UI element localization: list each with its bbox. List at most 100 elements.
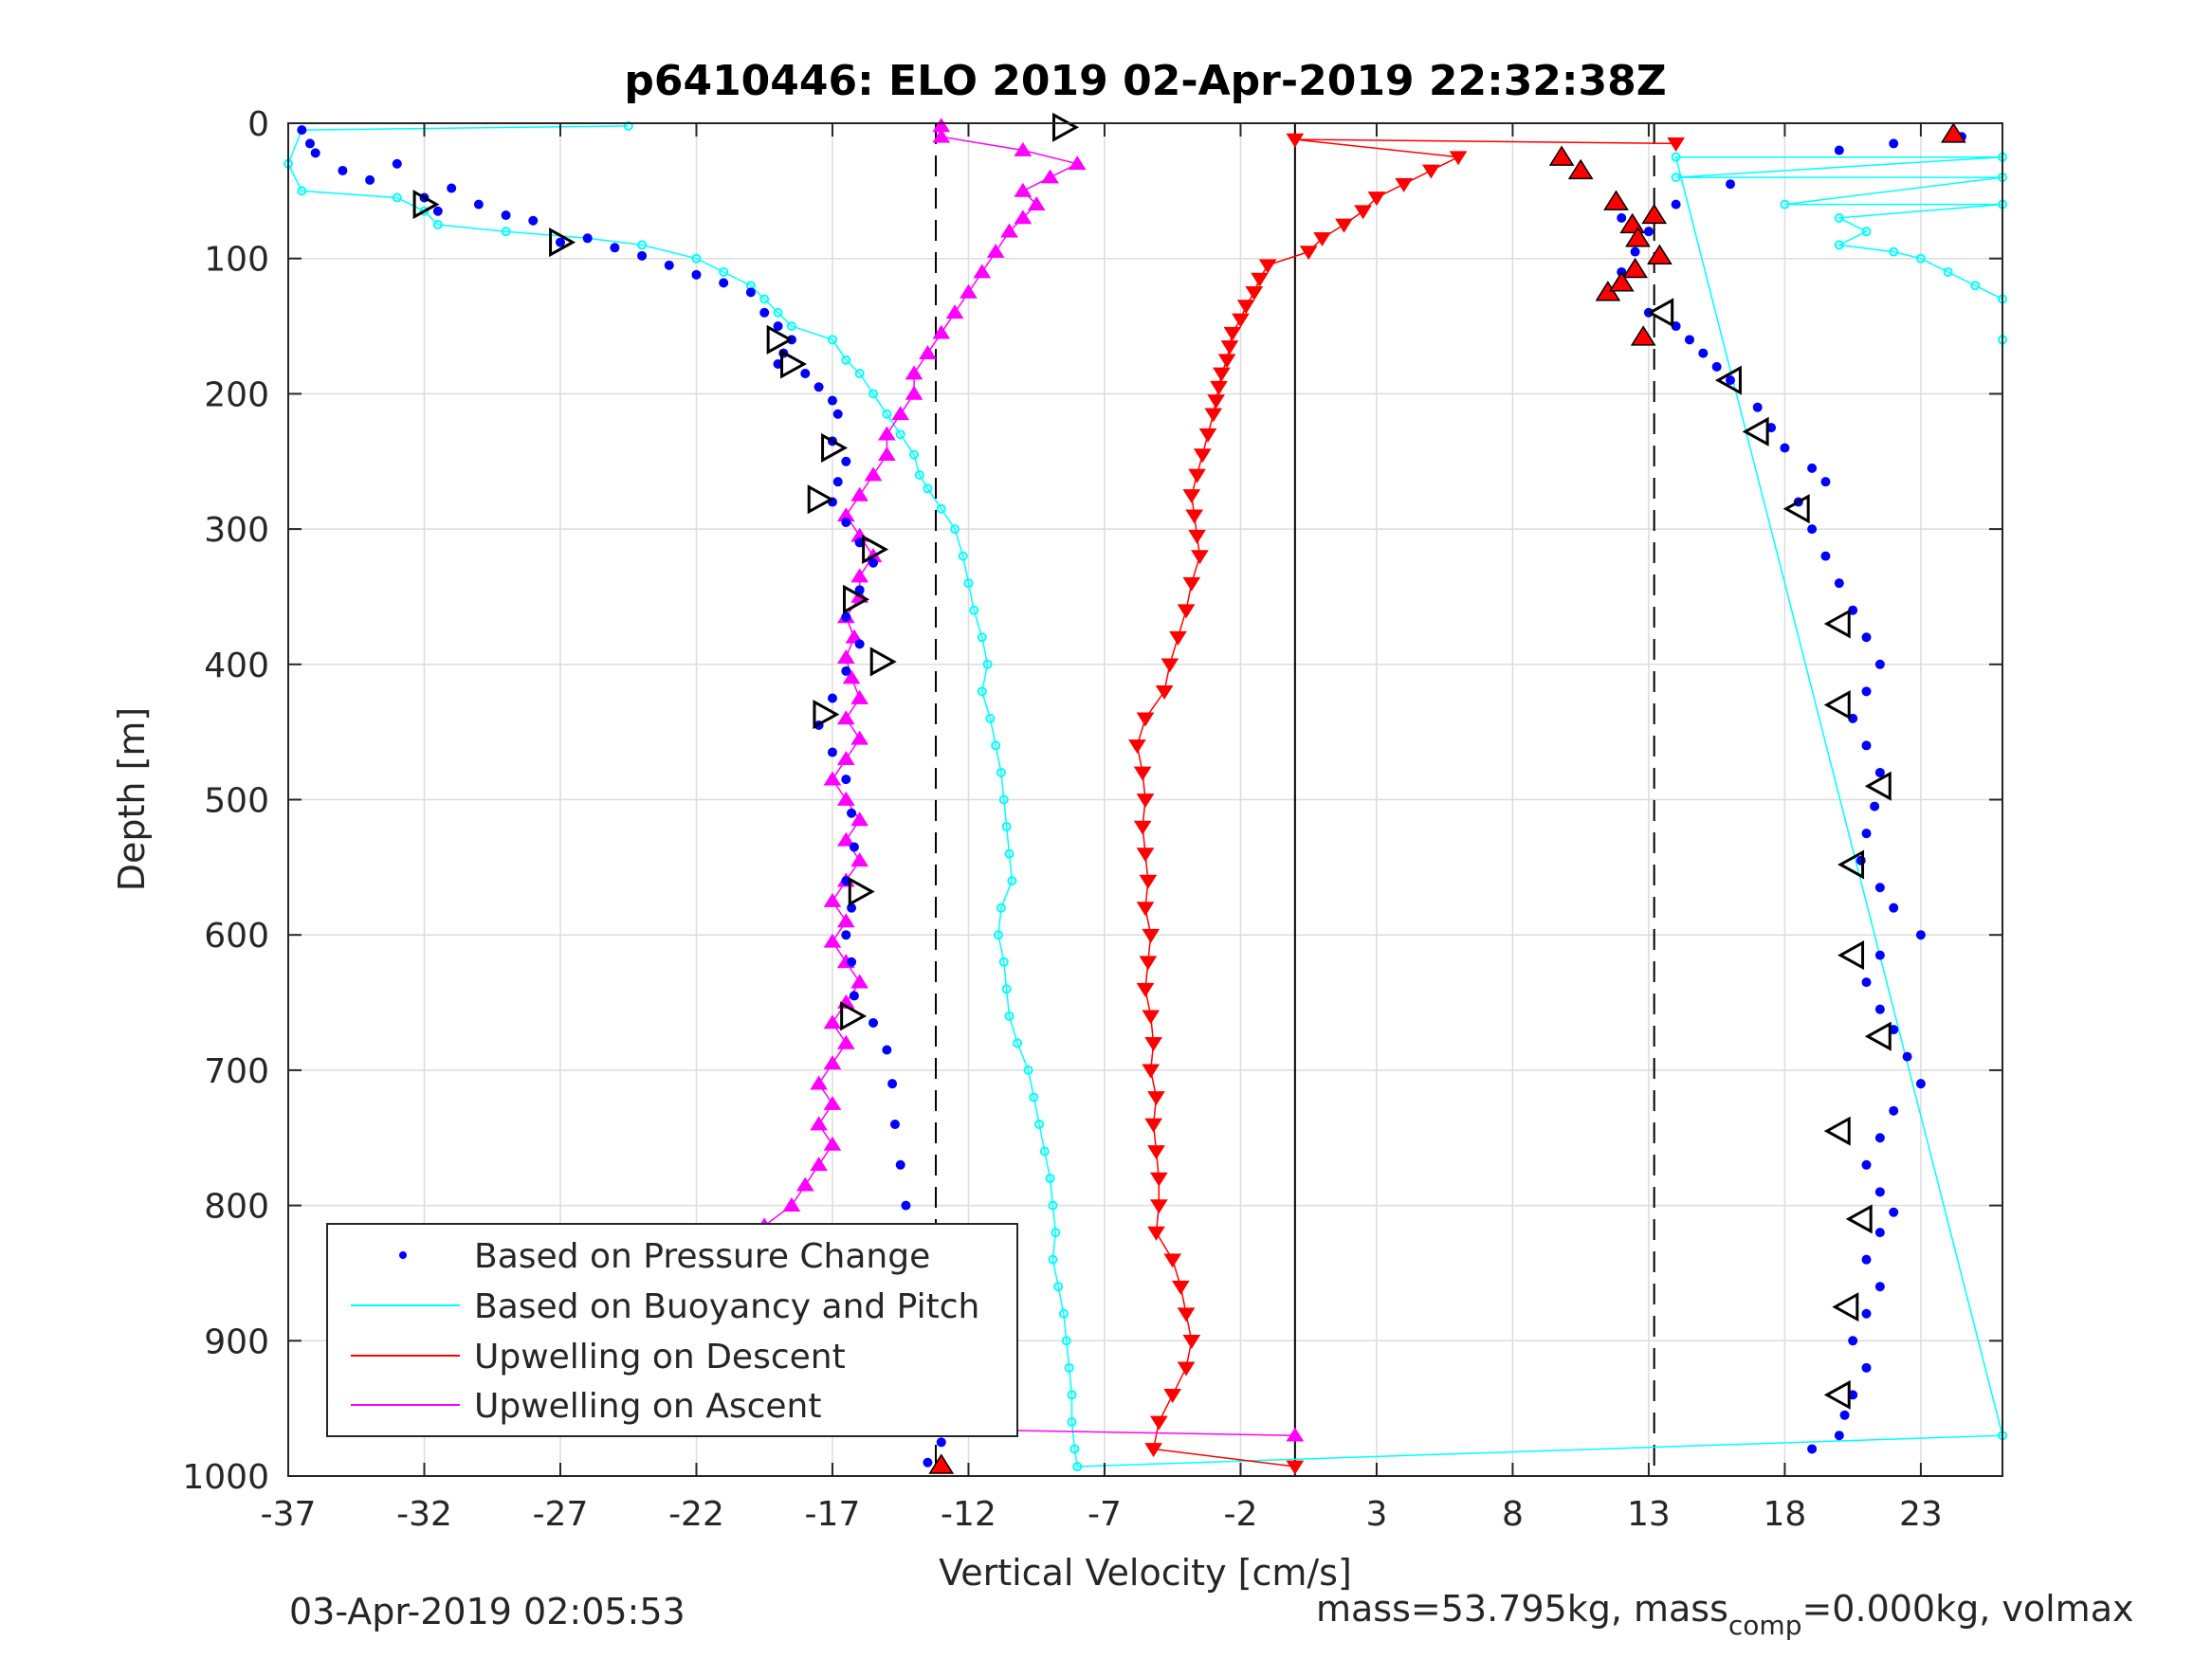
pressure-point [1671,199,1681,210]
upwelling-ascent-point [1286,1427,1305,1442]
pressure-point [745,287,756,298]
filled-triangle [1940,122,1966,143]
upwelling-descent-point [1188,529,1206,544]
buoyancy-point [1001,822,1012,832]
pressure-point [1726,179,1736,190]
buoyancy-point [1671,173,1681,183]
upwelling-ascent-point [836,791,855,806]
pressure-point [1874,1004,1885,1014]
pressure-point [887,1079,898,1089]
pressure-point [827,395,837,406]
pressure-point [1856,855,1866,866]
pressure-point [849,842,859,852]
y-tick-label: 900 [204,1322,269,1361]
pressure-point [1861,1362,1872,1373]
x-tick-label: -32 [396,1495,452,1534]
pressure-point [297,125,307,136]
open-triangle-left [1823,1116,1851,1146]
buoyancy-point [1034,1119,1045,1129]
buoyancy-point [419,206,430,216]
upwelling-descent-point [1191,550,1209,565]
upwelling-descent-point [1182,489,1201,504]
legend-label-pressure: Based on Pressure Change [474,1237,930,1276]
upwelling-ascent-point [823,1136,842,1151]
buoyancy-point [392,192,402,203]
upwelling-ascent-point [1068,155,1087,171]
buoyancy-point [936,503,946,514]
open-triangle-left [1864,1021,1892,1051]
upwelling-descent-point [1144,1118,1162,1133]
upwelling-descent-point [1182,1334,1201,1349]
pressure-point [1848,1336,1858,1346]
pressure-point [1780,443,1790,453]
open-triangle-left [1823,690,1851,720]
pressure-point [1902,1051,1912,1062]
pressure-point [841,665,851,676]
buoyancy-point [1889,246,1899,257]
upwelling-descent-point [1236,300,1255,315]
buoyancy-point [841,355,851,365]
buoyancy-point [868,389,879,399]
upwelling-ascent-point [960,283,978,299]
pressure-point [1820,551,1831,561]
y-tick-label: 100 [204,241,269,280]
pressure-point [849,991,859,1001]
buoyancy-point [982,659,993,669]
upwelling-descent-point [1142,928,1161,943]
pressure-point [889,1119,900,1129]
footer-mass-prefix: mass=53.795kg, mass [1316,1588,1728,1630]
upwelling-descent-point [1149,1199,1168,1214]
pressure-point [841,611,851,622]
upwelling-ascent-point [864,466,883,482]
filled-triangle [1603,190,1629,210]
pressure-point [1834,1431,1844,1441]
upwelling-descent-point [1147,1145,1165,1160]
pressure-point [827,747,837,757]
legend-box [326,1223,1018,1437]
pressure-point [1861,1159,1872,1170]
open-triangle-right [813,700,840,730]
upwelling-ascent-point [932,324,951,339]
pressure-point [1861,977,1872,988]
filled-triangle [928,1453,955,1474]
upwelling-descent-point [1163,1389,1182,1403]
buoyancy-point [1671,152,1681,162]
pressure-point [759,307,770,318]
upwelling-ascent-point [932,128,951,143]
buoyancy-point [1048,1254,1058,1265]
buoyancy-point [914,470,924,481]
open-triangle-right [549,228,576,258]
pressure-point [1889,902,1899,913]
upwelling-descent-point [1188,468,1206,483]
upwelling-descent-point [1251,272,1269,287]
pressure-point [1630,246,1640,257]
upwelling-descent-point [1204,408,1223,423]
upwelling-ascent-point [878,426,896,441]
buoyancy-point [977,632,987,643]
y-tick-label: 400 [204,647,269,685]
buoyancy-point [297,186,307,196]
pressure-point [1874,950,1885,960]
legend-marker-pressure [399,1251,407,1259]
pressure-point [1726,375,1736,386]
upwelling-ascent-point [850,689,869,704]
upwelling-descent-point [1169,630,1187,646]
pressure-point [365,174,375,185]
buoyancy-point [998,957,1009,967]
x-tick-label: 23 [1899,1495,1943,1534]
pressure-point [1820,477,1831,487]
upwelling-ascent-point [973,264,992,279]
filled-triangle [1625,227,1651,247]
upwelling-descent-point [1182,576,1201,592]
pressure-point [868,1017,879,1028]
upwelling-ascent-point [850,811,869,827]
pressure-point [1874,1187,1885,1197]
buoyancy-point [1045,1174,1055,1184]
legend-label-upwelling-descent: Upwelling on Descent [474,1338,846,1376]
footer-mass-suffix: =0.000kg, volmax [1801,1588,2133,1630]
pressure-point [1861,1254,1872,1265]
pressure-point [582,233,593,244]
upwelling-descent-point [1171,1280,1190,1295]
y-tick-label: 1000 [182,1458,269,1497]
buoyancy-point [996,767,1006,777]
